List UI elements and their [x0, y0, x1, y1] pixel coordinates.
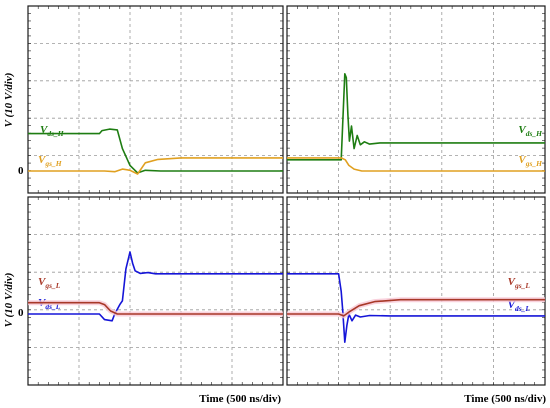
panel-frame — [27, 196, 284, 386]
series-line-vgs-l — [28, 301, 283, 315]
zero-label-top: 0 — [18, 165, 24, 177]
series-label-vgs-l: Vgs_L — [508, 276, 531, 290]
zero-label-bottom: 0 — [18, 307, 24, 319]
series-line-vgs-h — [287, 157, 545, 172]
panel-frame — [286, 5, 546, 194]
series-line-vds-h — [28, 128, 283, 174]
series-label-vds-h: Vds_H — [518, 124, 543, 138]
ylabel-bottom: V (10 V/div) — [3, 273, 15, 328]
series-line-vds-l — [28, 251, 283, 322]
xlabel-bottom-right: Time (500 ns/div) — [464, 393, 546, 405]
series-line-vgs-l — [287, 298, 545, 317]
panel-frame — [286, 196, 546, 386]
xlabel-bottom-left: Time (500 ns/div) — [199, 393, 281, 405]
series-line-vgs-h — [28, 157, 283, 175]
series-label-vds-h: Vds_H — [40, 124, 65, 138]
series-label-vgs-h: Vgs_H — [38, 154, 63, 168]
panel-bottom-right: Vds_L Vgs_L — [286, 196, 546, 386]
panel-top-left: Vds_H Vgs_H — [27, 5, 284, 194]
panel-top-right: Vds_H Vgs_H — [286, 5, 546, 194]
ylabel-top: V (10 V/div) — [3, 73, 15, 128]
series-label-vgs-l: Vgs_L — [38, 276, 61, 290]
series-label-vgs-h: Vgs_H — [518, 154, 543, 168]
series-label-vds-l: Vds_L — [508, 299, 531, 313]
panel-frame — [27, 5, 284, 194]
series-line-vds-h — [287, 73, 545, 161]
